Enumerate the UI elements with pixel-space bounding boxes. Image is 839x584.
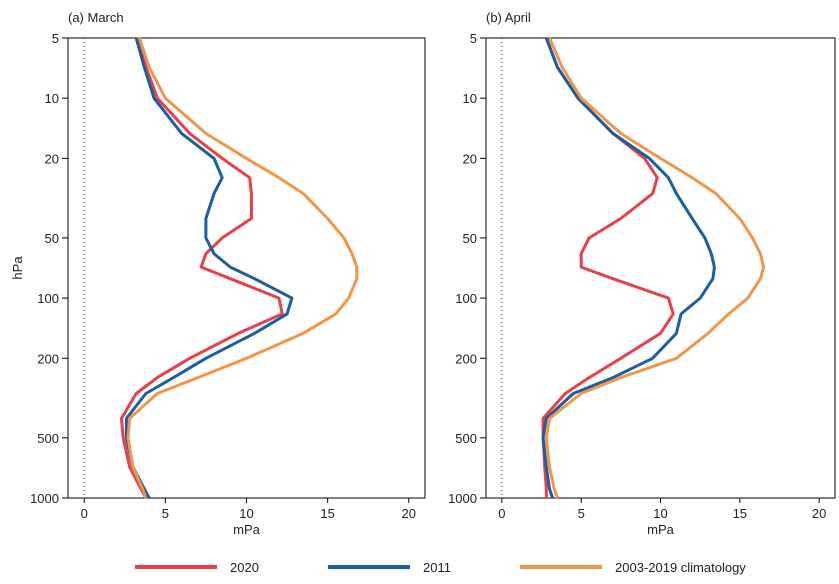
y-tick-label: 20 [45,151,59,166]
y-tick-label: 500 [455,431,477,446]
legend-label: 2003-2019 climatology [615,560,746,575]
x-tick-label: 20 [812,506,826,521]
y-axis-label: hPa [10,256,25,280]
panel-title: (a) March [68,10,124,25]
x-axis-label: mPa [647,522,675,537]
y-tick-label: 20 [463,151,477,166]
y-tick-label: 100 [455,291,477,306]
x-tick-label: 10 [239,506,253,521]
series-line [544,37,766,499]
legend-label: 2020 [230,560,259,575]
x-tick-label: 10 [653,506,667,521]
x-tick-label: 15 [320,506,334,521]
plot-frame [485,37,836,499]
legend-label: 2011 [423,560,451,575]
x-tick-label: 20 [402,506,416,521]
x-tick-label: 5 [578,506,585,521]
y-tick-label: 1000 [30,491,59,506]
series-line [541,37,716,499]
series-line [124,37,294,499]
x-axis-label: mPa [233,522,261,537]
y-tick-label: 200 [455,351,477,366]
y-tick-label: 500 [37,431,59,446]
series-line [126,37,359,499]
x-tick-label: 0 [498,506,505,521]
y-tick-label: 100 [37,291,59,306]
y-tick-label: 10 [45,91,59,106]
x-tick-label: 0 [81,506,88,521]
y-tick-label: 5 [52,31,59,46]
series-line [541,37,675,498]
series-line [120,37,284,499]
y-tick-label: 1000 [448,491,477,506]
y-tick-label: 10 [463,91,477,106]
y-tick-label: 5 [470,31,477,46]
y-tick-label: 50 [463,231,477,246]
x-tick-label: 5 [162,506,169,521]
x-tick-label: 15 [733,506,747,521]
panel-title: (b) April [486,10,531,25]
y-tick-label: 50 [45,231,59,246]
y-tick-label: 200 [37,351,59,366]
